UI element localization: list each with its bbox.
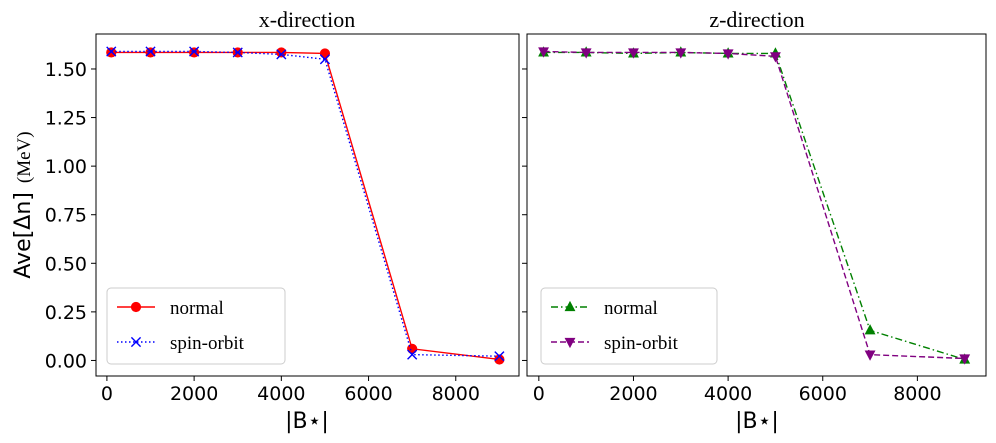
plot-frame <box>95 33 520 377</box>
legend-marker-spin-orbit <box>130 336 142 348</box>
axis-ticks: 0 2000 4000 6000 8000 <box>522 68 942 405</box>
legend: normal spin-orbit <box>540 287 718 365</box>
data-point-spin-orbit <box>675 48 687 59</box>
y-tick-label: 1.25 <box>45 108 87 130</box>
legend-label-normal: normal <box>604 298 658 319</box>
x-tick-label: 6000 <box>799 383 847 405</box>
data-point-spin-orbit <box>319 54 331 65</box>
data-point-normal <box>864 324 876 335</box>
axis-ticks: 0 2000 4000 6000 8000 0.00 0.25 0.50 0.75 1.00 1.2… <box>45 59 480 405</box>
series-line-normal <box>111 51 500 361</box>
y-axis-label-main: Ave[Δn] <box>11 192 36 278</box>
legend-marker-spin-orbit <box>564 337 576 349</box>
y-tick-label: 0.75 <box>45 205 87 227</box>
y-tick-label: 0.25 <box>45 302 87 324</box>
data-point-spin-orbit <box>959 354 971 365</box>
legend-label-spin-orbit: spin-orbit <box>170 333 245 354</box>
x-tick-label: 6000 <box>344 383 392 405</box>
x-tick-label: 8000 <box>432 383 480 405</box>
x-axis-label: |B⋆| <box>735 409 779 434</box>
legend-marker-normal <box>130 301 142 313</box>
plot-frame <box>526 33 987 377</box>
x-tick-label: 4000 <box>704 383 752 405</box>
x-tick-label: 2000 <box>609 383 657 405</box>
chart-title: x-direction <box>259 7 356 32</box>
y-tick-label: 0.00 <box>45 350 87 372</box>
series-line-spin-orbit <box>111 50 500 357</box>
data-point-spin-orbit <box>864 350 876 361</box>
data-point-normal <box>276 47 287 58</box>
data-point-spin-orbit <box>628 48 639 59</box>
x-tick-label: 0 <box>101 383 113 405</box>
panel-x-direction: x-direction 0 2000 4000 6000 8000 0.00 0.25 0.5… <box>11 7 520 434</box>
y-axis-label: Ave[Δn] (MeV) <box>11 131 36 278</box>
series-layer <box>538 46 971 365</box>
legend-label-normal: normal <box>170 298 224 319</box>
legend-marker-normal <box>130 301 142 313</box>
y-tick-label: 1.50 <box>45 59 87 81</box>
data-point-spin-orbit <box>769 52 781 63</box>
data-point-spin-orbit <box>145 46 156 57</box>
legend-marker-normal <box>564 300 576 312</box>
y-axis-label-unit: (MeV) <box>14 131 35 183</box>
legend: normal spin-orbit <box>106 287 286 365</box>
panel-z-direction: z-direction 0 2000 4000 6000 8000 |B⋆| norma… <box>522 7 987 434</box>
data-point-normal <box>319 48 331 59</box>
series-line-spin-orbit <box>543 50 965 360</box>
data-point-spin-orbit <box>722 49 734 60</box>
data-point-spin-orbit <box>106 46 117 57</box>
data-point-normal <box>494 354 505 365</box>
legend-label-spin-orbit: spin-orbit <box>604 333 679 354</box>
data-point-spin-orbit <box>276 49 287 60</box>
legend-marker-normal <box>564 300 576 312</box>
y-tick-label: 1.00 <box>45 156 87 178</box>
x-tick-label: 0 <box>533 383 545 405</box>
legend-marker-spin-orbit <box>564 337 576 349</box>
data-point-spin-orbit <box>494 351 505 362</box>
legend-marker-spin-orbit <box>130 336 142 348</box>
x-axis-label: |B⋆| <box>285 409 329 434</box>
x-tick-label: 2000 <box>170 383 218 405</box>
data-point-spin-orbit <box>232 47 243 58</box>
series-layer <box>106 46 505 365</box>
data-point-spin-orbit <box>580 48 592 59</box>
x-tick-label: 8000 <box>893 383 941 405</box>
chart-title: z-direction <box>709 7 804 32</box>
data-point-spin-orbit <box>189 46 200 57</box>
data-point-spin-orbit <box>407 349 418 360</box>
data-point-spin-orbit <box>538 47 549 58</box>
x-tick-label: 4000 <box>257 383 305 405</box>
y-tick-label: 0.50 <box>45 253 87 275</box>
